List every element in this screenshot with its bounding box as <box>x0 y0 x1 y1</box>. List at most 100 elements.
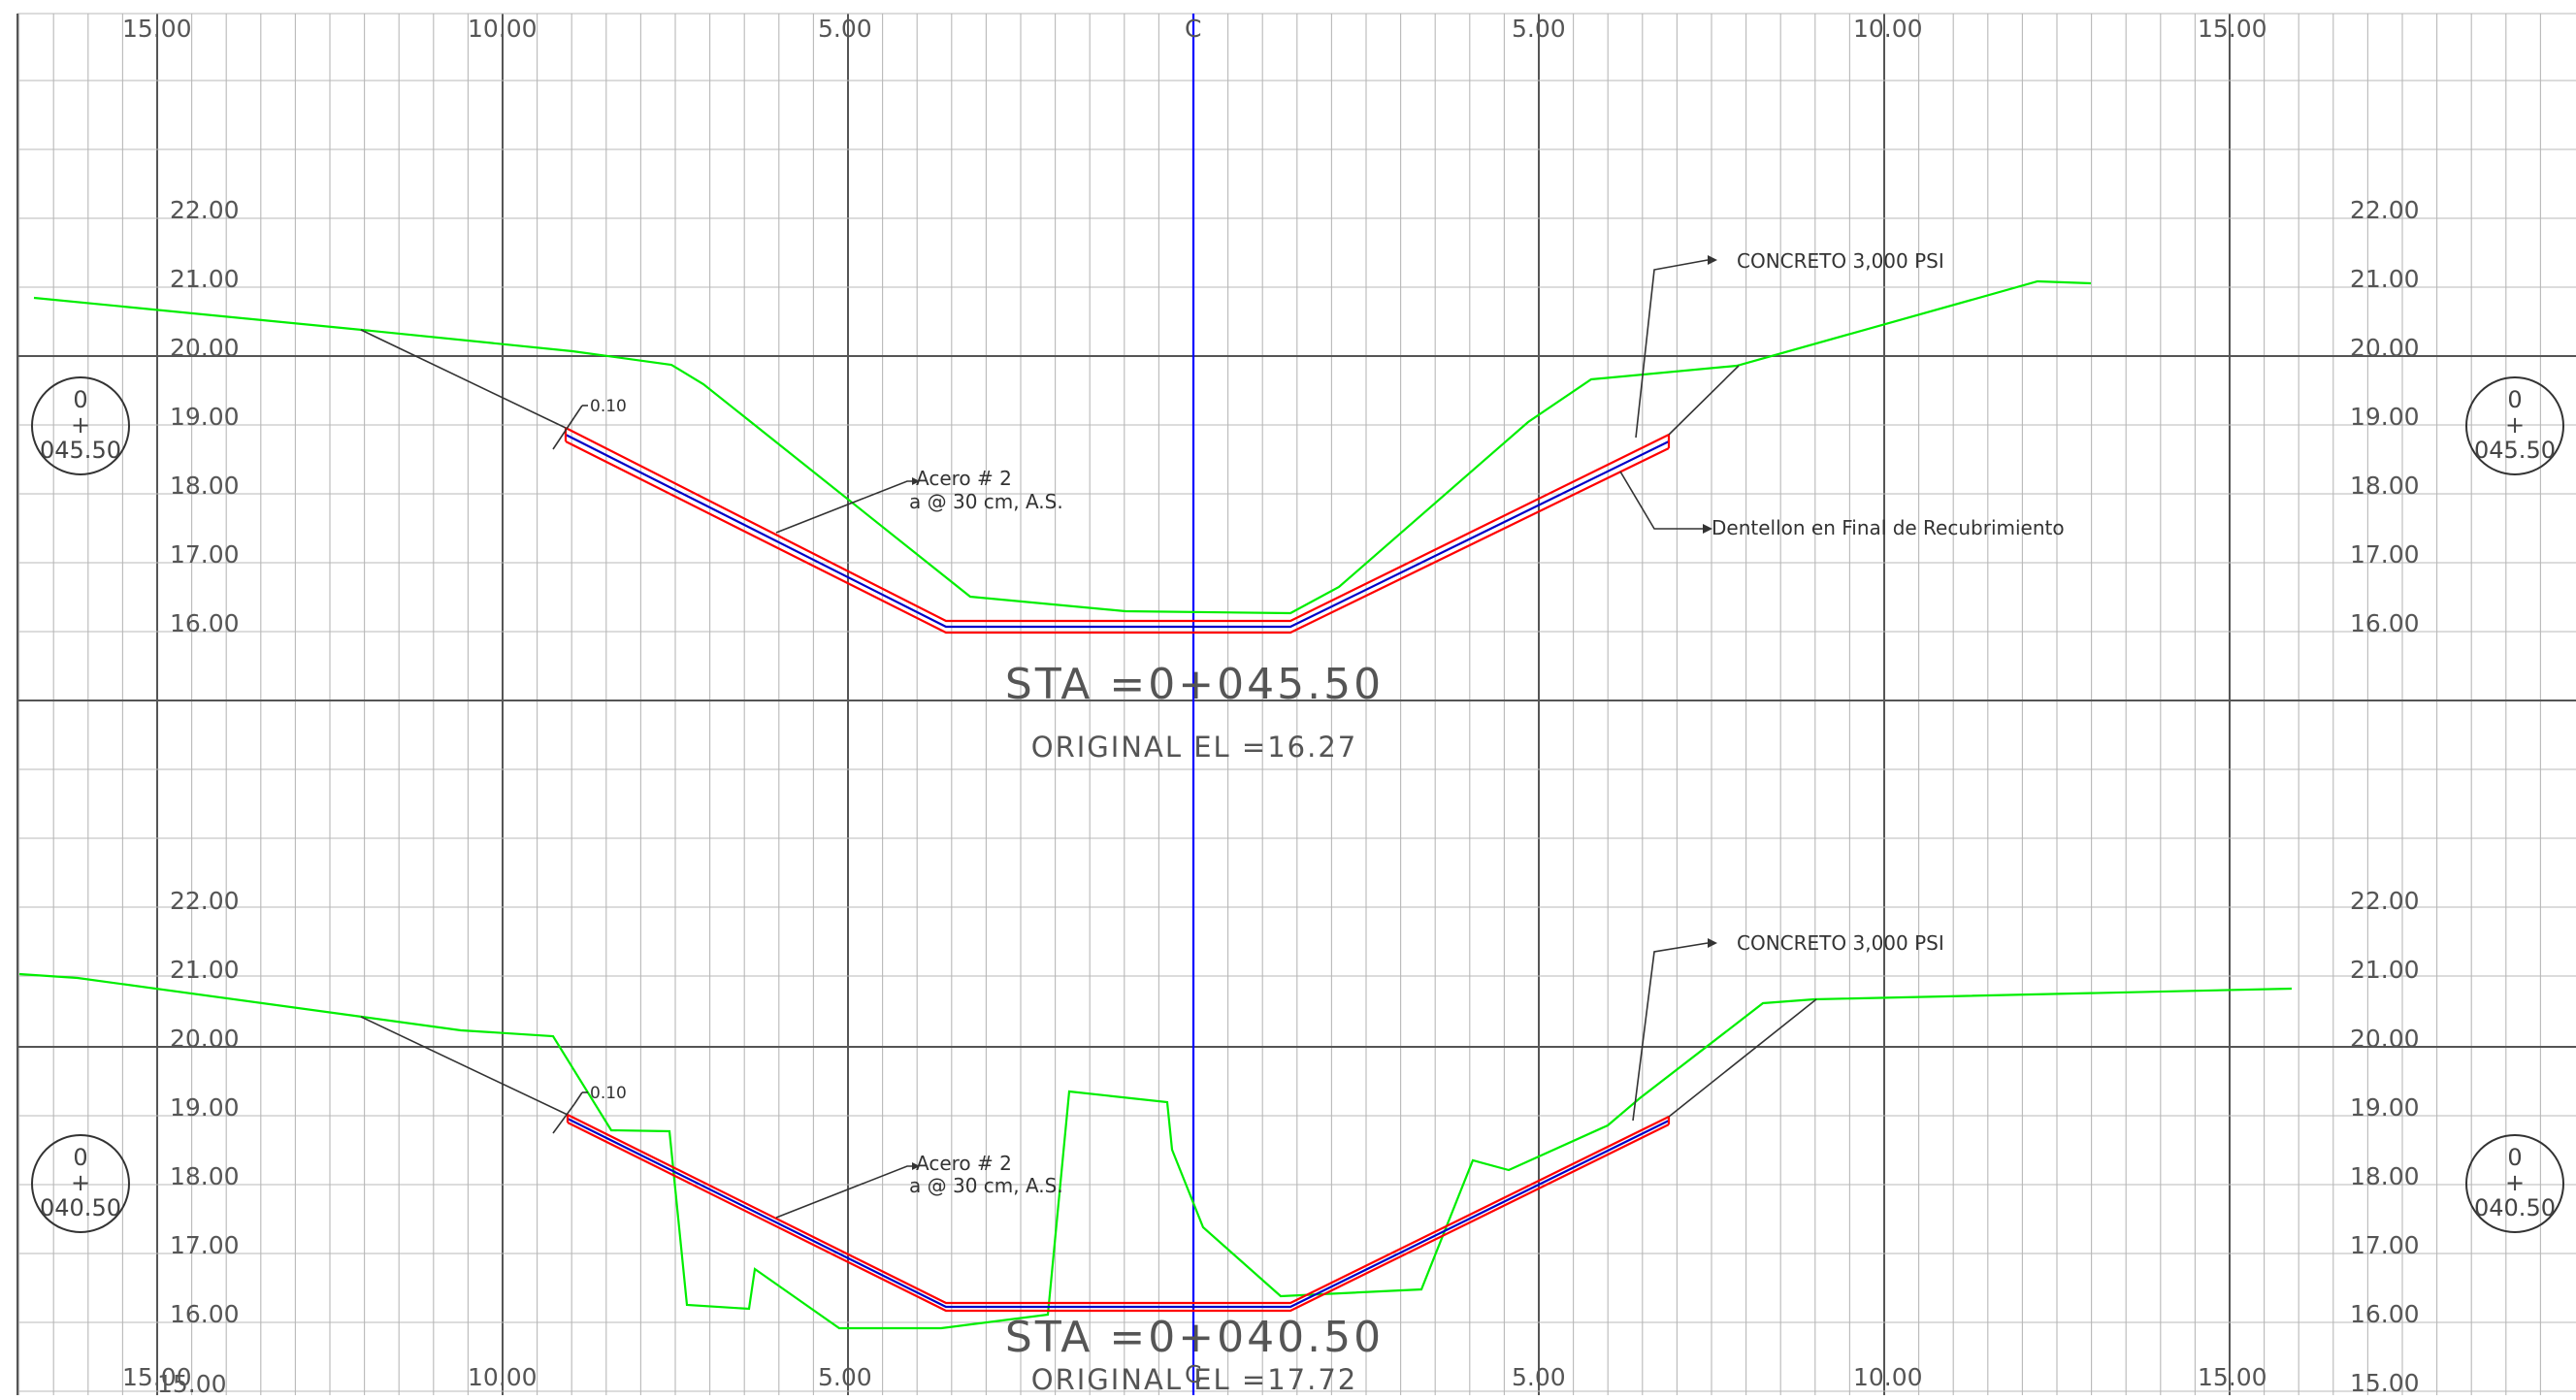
offset-label: 5.00 <box>1512 1363 1566 1391</box>
elevation-label: 19.00 <box>170 1093 240 1122</box>
elevation-label: 22.00 <box>170 887 240 915</box>
bubble-line3: 045.50 <box>40 437 121 464</box>
station-bubble-left: 0 + 040.50 <box>31 1134 130 1233</box>
elevation-labels-left: 22.00 21.00 20.00 19.00 18.00 17.00 16.0… <box>170 887 240 1328</box>
elevation-label: 16.00 <box>170 609 240 637</box>
elevation-label: 16.00 <box>2350 1300 2420 1328</box>
station-title: STA =0+040.50 <box>1005 1313 1384 1362</box>
elevation-label: 19.00 <box>2350 1093 2420 1122</box>
elevation-labels-right: 22.00 21.00 20.00 19.00 18.00 17.00 16.0… <box>2350 196 2420 637</box>
station-bubble-right: 0 + 045.50 <box>2465 376 2564 475</box>
elevation-label: 18.00 <box>170 1162 240 1190</box>
bubble-line2: + <box>71 411 90 439</box>
thickness-dimension: 0.10 <box>552 1084 627 1134</box>
offset-label: 5.00 <box>1512 15 1566 43</box>
elevation-label: 18.00 <box>2350 1162 2420 1190</box>
elevation-label: 16.00 <box>2350 609 2420 637</box>
elevation-label: 21.00 <box>170 956 240 984</box>
station-bubble-right: 0 + 040.50 <box>2465 1134 2564 1233</box>
offset-labels-top: 15.00 10.00 5.00 5.00 10.00 15.00 <box>122 15 2267 43</box>
elevation-label: 19.00 <box>2350 403 2420 431</box>
bubble-line3: 040.50 <box>2474 1194 2556 1221</box>
original-elevation: ORIGINAL EL =16.27 <box>1031 731 1357 764</box>
arrow-head <box>912 477 920 485</box>
elevation-label: 22.00 <box>2350 196 2420 224</box>
arrow-head <box>1708 255 1717 265</box>
offset-label: 15.00 <box>2198 15 2267 43</box>
bubble-line1: 0 <box>73 386 87 413</box>
offset-label: 15.00 <box>122 1363 192 1391</box>
elevation-label: 21.00 <box>2350 265 2420 293</box>
grade-leader-left <box>360 1016 569 1116</box>
elevation-labels-left: 22.00 21.00 20.00 19.00 18.00 17.00 16.0… <box>170 196 240 637</box>
elevation-labels-right: 22.00 21.00 20.00 19.00 18.00 17.00 16.0… <box>2350 887 2420 1397</box>
bubble-line1: 0 <box>73 1144 87 1171</box>
thickness-label: 0.10 <box>590 397 627 416</box>
bubble-line2: + <box>2505 411 2525 439</box>
elevation-label: 21.00 <box>170 265 240 293</box>
concrete-leader <box>1635 259 1709 439</box>
elevation-label: 17.00 <box>170 540 240 569</box>
elevation-label: 19.00 <box>170 403 240 431</box>
station-bubble-left: 0 + 045.50 <box>31 376 130 475</box>
bubble-line3: 045.50 <box>2474 437 2556 464</box>
elevation-label: 15.00 <box>2350 1369 2420 1395</box>
existing-ground-line <box>33 279 2092 615</box>
channel-lining <box>564 427 1671 635</box>
elevation-label: 20.00 <box>2350 1025 2420 1053</box>
section-sta-040-50: 22.00 21.00 20.00 19.00 18.00 17.00 16.0… <box>18 887 2564 1397</box>
grade-leader-left <box>360 329 567 429</box>
bubble-line3: 040.50 <box>40 1194 121 1221</box>
bubble-line1: 0 <box>2507 1144 2522 1171</box>
steel-leader <box>775 1165 912 1219</box>
elevation-label: 18.00 <box>2350 472 2420 500</box>
steel-note-2: a @ 30 cm, A.S. <box>909 1174 1063 1197</box>
key-note: Dentellon en Final de Recubrimiento <box>1712 516 2065 539</box>
concrete-note: CONCRETO 3,000 PSI <box>1737 931 1944 955</box>
elevation-label: 18.00 <box>170 472 240 500</box>
offset-label: 10.00 <box>468 1363 538 1391</box>
offset-label: 5.00 <box>818 15 872 43</box>
grade-leader-right <box>1668 365 1740 436</box>
channel-lining <box>566 1114 1671 1313</box>
bubble-line2: + <box>71 1169 90 1196</box>
thickness-label: 0.10 <box>590 1084 627 1103</box>
centerline-symbol-bottom: C <box>1185 1360 1201 1388</box>
bubble-line1: 0 <box>2507 386 2522 413</box>
elevation-label: 17.00 <box>2350 540 2420 569</box>
offset-label: 5.00 <box>818 1363 872 1391</box>
thickness-dimension: 0.10 <box>552 397 627 450</box>
key-leader <box>1619 471 1703 530</box>
elevation-label: 21.00 <box>2350 956 2420 984</box>
elevation-label: 16.00 <box>170 1300 240 1328</box>
offset-label: 10.00 <box>468 15 538 43</box>
steel-note-1: Acero # 2 <box>916 1152 1012 1175</box>
section-sta-045-50: 22.00 21.00 20.00 19.00 18.00 17.00 16.0… <box>31 196 2564 764</box>
station-title: STA =0+045.50 <box>1005 660 1384 709</box>
steel-leader <box>775 480 912 534</box>
elevation-label: 20.00 <box>2350 334 2420 362</box>
arrow-head <box>912 1162 920 1170</box>
concrete-note: CONCRETO 3,000 PSI <box>1737 249 1944 273</box>
steel-note-1: Acero # 2 <box>916 467 1012 490</box>
existing-ground-line <box>18 972 2293 1330</box>
steel-note-2: a @ 30 cm, A.S. <box>909 490 1063 513</box>
offset-label: 15.00 <box>2198 1363 2267 1391</box>
arrow-head <box>1708 938 1717 948</box>
elevation-label: 20.00 <box>170 1025 240 1053</box>
offset-label: 15.00 <box>122 15 192 43</box>
arrow-head <box>1703 524 1712 534</box>
elevation-label: 17.00 <box>2350 1231 2420 1259</box>
offset-labels-bottom: 15.00 10.00 5.00 5.00 10.00 15.00 15.00 <box>122 1363 2267 1398</box>
grid <box>16 13 2576 1395</box>
offset-label: 10.00 <box>1853 15 1923 43</box>
elevation-label: 20.00 <box>170 334 240 362</box>
offset-label-overlap: 15.00 <box>157 1370 227 1395</box>
elevation-label: 17.00 <box>170 1231 240 1259</box>
bubble-line2: + <box>2505 1169 2525 1196</box>
elevation-label: 22.00 <box>2350 887 2420 915</box>
grade-leader-right <box>1668 998 1817 1118</box>
original-elevation: ORIGINAL EL =17.72 <box>1031 1363 1357 1395</box>
